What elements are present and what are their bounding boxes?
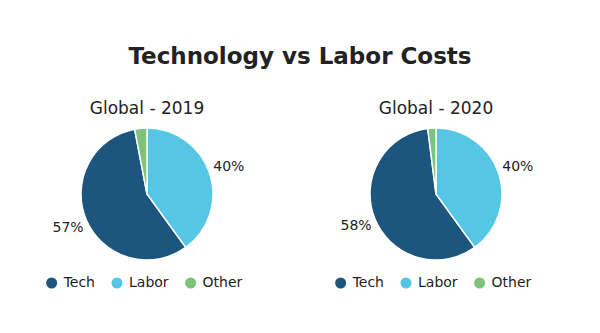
pie-slice bbox=[135, 128, 147, 194]
pie-chart: Global - 2020 58% 40% Tech Labor Other bbox=[335, 98, 533, 290]
legend-swatch bbox=[474, 278, 485, 289]
data-label: 40% bbox=[502, 158, 533, 174]
legend-item: Tech bbox=[46, 274, 95, 290]
pie-slice bbox=[436, 128, 502, 247]
chart-title: Global - 2019 bbox=[90, 98, 204, 118]
legend-swatch bbox=[335, 278, 346, 289]
legend-item: Other bbox=[185, 274, 242, 290]
legend-swatch bbox=[185, 278, 196, 289]
pie-slice bbox=[147, 128, 213, 247]
data-labels: 57% 40% bbox=[53, 158, 245, 235]
legend-item: Tech bbox=[335, 274, 384, 290]
pie-chart: Global - 2019 57% 40% Tech Labor Other bbox=[46, 98, 244, 290]
legend: Tech Labor Other bbox=[46, 274, 242, 290]
legend-label: Tech bbox=[63, 274, 95, 290]
legend-label: Other bbox=[492, 274, 532, 290]
main-title: Technology vs Labor Costs bbox=[128, 43, 471, 69]
legend-swatch bbox=[112, 278, 123, 289]
legend-label: Other bbox=[203, 274, 243, 290]
legend-item: Labor bbox=[112, 274, 169, 290]
chart-title: Global - 2020 bbox=[379, 98, 493, 118]
legend-swatch bbox=[46, 278, 57, 289]
legend-item: Other bbox=[474, 274, 531, 290]
legend: Tech Labor Other bbox=[335, 274, 531, 290]
data-labels: 58% 40% bbox=[340, 158, 533, 232]
pie-slice bbox=[428, 128, 436, 194]
data-label: 58% bbox=[340, 217, 371, 233]
legend-label: Labor bbox=[129, 274, 169, 290]
data-label: 40% bbox=[213, 158, 244, 174]
data-label: 57% bbox=[53, 219, 84, 235]
legend-label: Labor bbox=[418, 274, 458, 290]
legend-label: Tech bbox=[352, 274, 384, 290]
pie-slices bbox=[81, 128, 213, 260]
pie-slices bbox=[370, 128, 502, 260]
legend-swatch bbox=[401, 278, 412, 289]
legend-item: Labor bbox=[401, 274, 458, 290]
chart-root: Technology vs Labor Costs Global - 2019 57… bbox=[0, 0, 600, 333]
